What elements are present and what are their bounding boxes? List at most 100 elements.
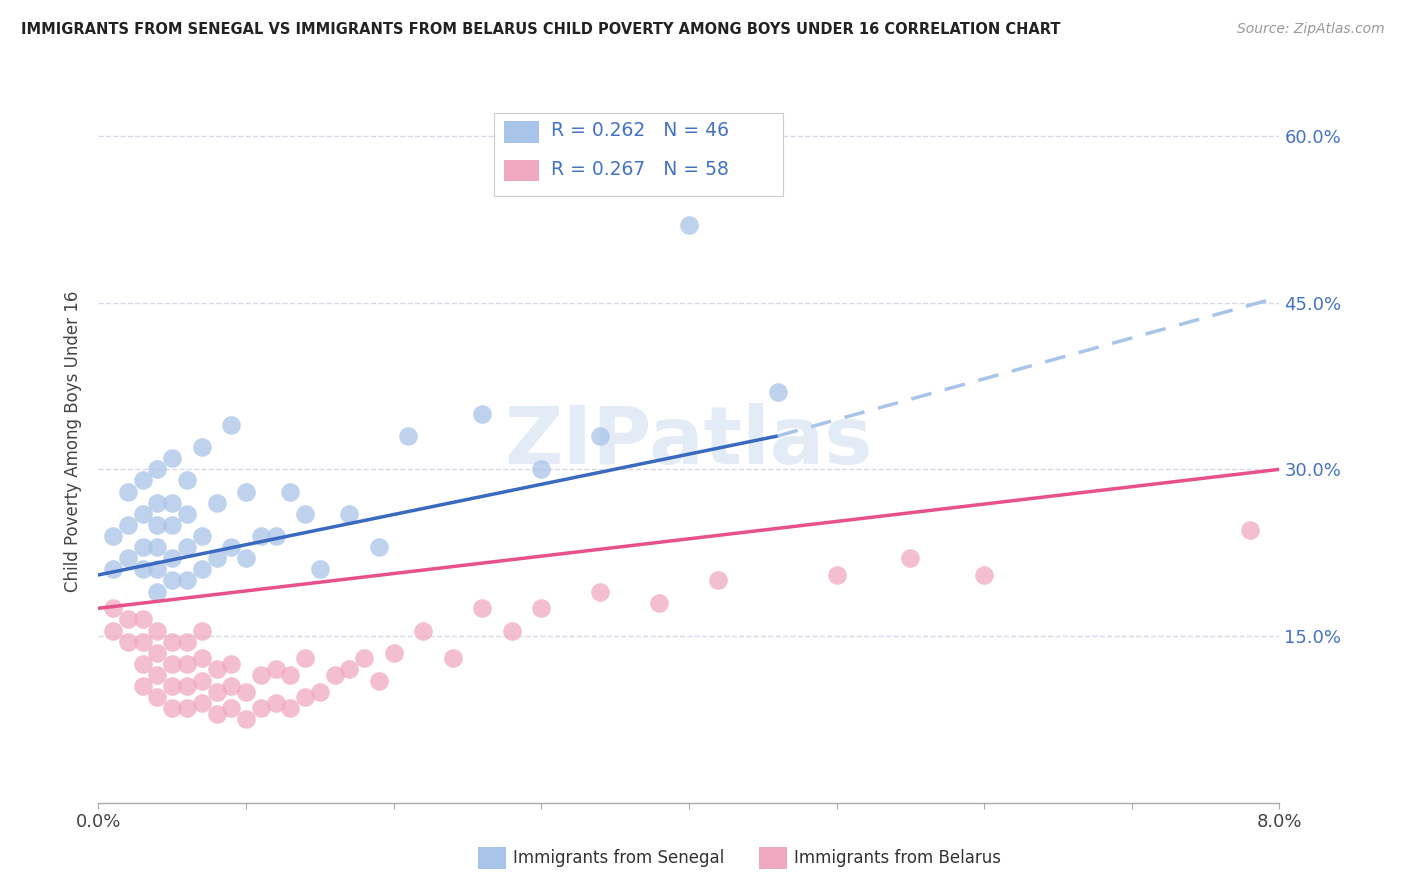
- Point: [191, 696, 214, 710]
- Point: [264, 529, 287, 543]
- Point: [146, 668, 169, 682]
- Point: [146, 584, 169, 599]
- Point: [176, 574, 198, 588]
- Point: [176, 507, 198, 521]
- Point: [221, 657, 243, 671]
- Point: [162, 551, 183, 566]
- Point: [221, 417, 243, 432]
- Point: [146, 690, 169, 705]
- Point: [678, 218, 700, 232]
- Point: [117, 634, 139, 648]
- Point: [235, 684, 257, 698]
- Point: [294, 651, 316, 665]
- Point: [103, 529, 125, 543]
- Point: [205, 662, 228, 676]
- Point: [530, 462, 553, 476]
- Point: [235, 713, 257, 727]
- Point: [471, 601, 494, 615]
- Text: R = 0.262   N = 46: R = 0.262 N = 46: [551, 121, 728, 140]
- Text: Immigrants from Senegal: Immigrants from Senegal: [513, 849, 724, 867]
- Point: [117, 612, 139, 626]
- Point: [900, 551, 922, 566]
- Point: [501, 624, 523, 638]
- Point: [471, 407, 494, 421]
- Point: [162, 517, 183, 532]
- Point: [1239, 524, 1261, 538]
- Point: [162, 701, 183, 715]
- FancyBboxPatch shape: [494, 112, 783, 196]
- Point: [132, 562, 155, 576]
- Text: ZIPatlas: ZIPatlas: [505, 402, 873, 481]
- Point: [103, 624, 125, 638]
- Point: [191, 673, 214, 688]
- Point: [176, 634, 198, 648]
- Point: [589, 584, 612, 599]
- Point: [294, 507, 316, 521]
- Point: [221, 679, 243, 693]
- Point: [162, 496, 183, 510]
- Point: [825, 568, 848, 582]
- Point: [294, 690, 316, 705]
- Text: R = 0.267   N = 58: R = 0.267 N = 58: [551, 160, 728, 178]
- Point: [205, 706, 228, 721]
- Point: [146, 540, 169, 554]
- Point: [339, 662, 361, 676]
- Point: [205, 496, 228, 510]
- Point: [280, 668, 302, 682]
- Point: [132, 507, 155, 521]
- Point: [398, 429, 420, 443]
- Point: [162, 657, 183, 671]
- Point: [441, 651, 464, 665]
- Point: [205, 684, 228, 698]
- Point: [309, 562, 332, 576]
- Point: [382, 646, 405, 660]
- Point: [103, 562, 125, 576]
- Text: Source: ZipAtlas.com: Source: ZipAtlas.com: [1237, 22, 1385, 37]
- Point: [368, 540, 391, 554]
- Point: [146, 624, 169, 638]
- Point: [191, 624, 214, 638]
- Point: [250, 701, 273, 715]
- Point: [132, 540, 155, 554]
- Point: [132, 634, 155, 648]
- Point: [162, 574, 183, 588]
- Point: [589, 429, 612, 443]
- Point: [191, 529, 214, 543]
- Point: [117, 517, 139, 532]
- Point: [264, 696, 287, 710]
- Point: [146, 646, 169, 660]
- Y-axis label: Child Poverty Among Boys Under 16: Child Poverty Among Boys Under 16: [65, 291, 83, 592]
- Point: [162, 679, 183, 693]
- Point: [191, 651, 214, 665]
- Point: [176, 474, 198, 488]
- Bar: [503, 160, 538, 181]
- Point: [132, 679, 155, 693]
- Point: [280, 701, 302, 715]
- Point: [221, 540, 243, 554]
- Point: [191, 440, 214, 454]
- Point: [250, 529, 273, 543]
- Point: [530, 601, 553, 615]
- Point: [132, 612, 155, 626]
- Point: [235, 484, 257, 499]
- Point: [250, 668, 273, 682]
- Point: [117, 484, 139, 499]
- Bar: [503, 121, 538, 143]
- Point: [323, 668, 346, 682]
- Point: [176, 679, 198, 693]
- Point: [146, 562, 169, 576]
- Point: [280, 484, 302, 499]
- Point: [191, 562, 214, 576]
- Point: [146, 517, 169, 532]
- Point: [162, 634, 183, 648]
- Text: IMMIGRANTS FROM SENEGAL VS IMMIGRANTS FROM BELARUS CHILD POVERTY AMONG BOYS UNDE: IMMIGRANTS FROM SENEGAL VS IMMIGRANTS FR…: [21, 22, 1060, 37]
- Point: [766, 384, 789, 399]
- Point: [132, 657, 155, 671]
- Text: Immigrants from Belarus: Immigrants from Belarus: [794, 849, 1001, 867]
- Point: [221, 701, 243, 715]
- Point: [132, 474, 155, 488]
- Point: [235, 551, 257, 566]
- Point: [176, 701, 198, 715]
- Point: [162, 451, 183, 466]
- Point: [339, 507, 361, 521]
